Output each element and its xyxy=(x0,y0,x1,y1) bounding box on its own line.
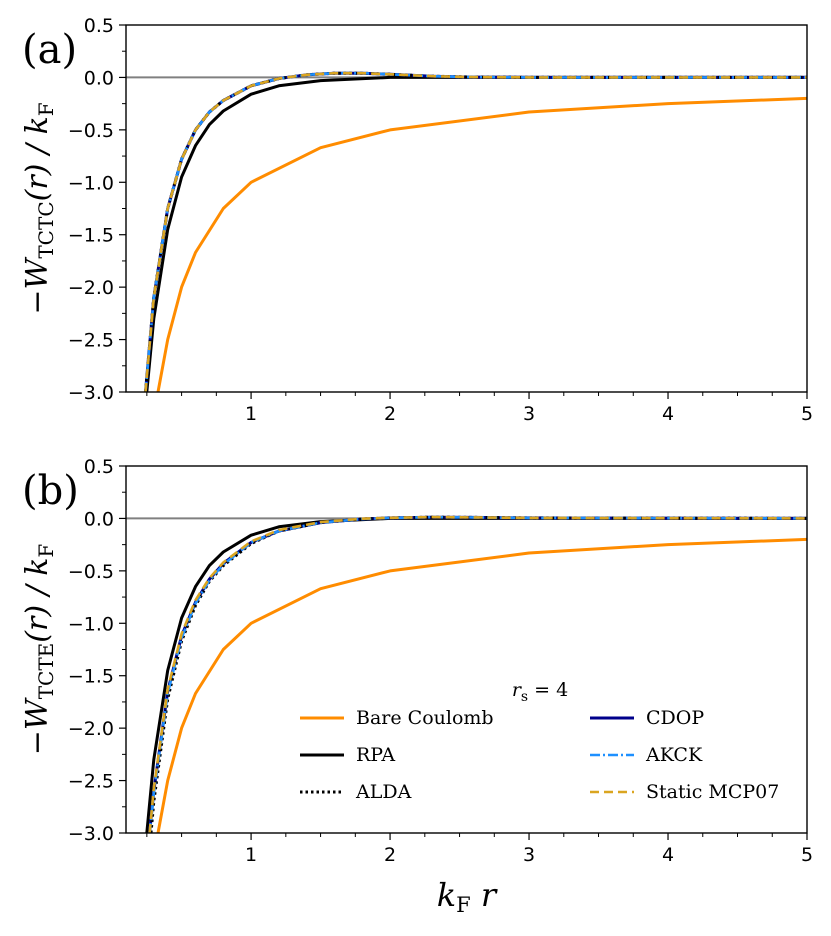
legend-label: CDOP xyxy=(646,707,704,729)
x-tick-label: 2 xyxy=(384,844,396,866)
y-tick-label: −1.5 xyxy=(68,225,114,247)
panel-a: 1 2 3 4 5 0.5 0.0 −0.5 −1.0 −1.5 −2.0 −2.5 −3.0 (a) −W… xyxy=(20,15,813,425)
y-tick-label: 0.5 xyxy=(84,456,114,478)
y-tick-label: −0.5 xyxy=(68,120,114,142)
legend-item-cdop: CDOP xyxy=(590,707,704,729)
y-tick-label: −3.0 xyxy=(68,823,114,845)
y-tick-label: −0.5 xyxy=(68,561,114,583)
series-cdop xyxy=(144,71,807,392)
x-tick-label: 1 xyxy=(245,844,257,866)
y-tick-label: −2.0 xyxy=(68,277,114,299)
legend-label: Static MCP07 xyxy=(646,781,779,803)
y-tick-label: −2.0 xyxy=(68,718,114,740)
panel-label: (a) xyxy=(22,27,77,73)
series-rpa xyxy=(145,75,807,392)
legend-item-rpa: RPA xyxy=(300,744,395,766)
x-tick-label: 4 xyxy=(662,403,674,425)
x-axis-label: kF r xyxy=(437,876,498,917)
y-tick-label: 0.0 xyxy=(84,508,114,530)
legend-label: AKCK xyxy=(645,744,703,766)
y-tick-label: −1.0 xyxy=(68,172,114,194)
x-tick-label: 2 xyxy=(384,403,396,425)
series-static-mcp07 xyxy=(148,515,807,833)
y-tick-label: −3.0 xyxy=(68,382,114,404)
x-tick-label: 5 xyxy=(801,844,813,866)
y-tick-label: −1.0 xyxy=(68,613,114,635)
x-tick-label: 1 xyxy=(245,403,257,425)
series-bare-coulomb xyxy=(156,96,807,392)
x-tick-label: 4 xyxy=(662,844,674,866)
legend-label: Bare Coulomb xyxy=(356,707,494,729)
panel-label: (b) xyxy=(22,468,79,514)
panel-b: 1 2 3 4 5 0.5 0.0 −0.5 −1.0 −1.5 −2.0 −2.5 −3.0 (b) −W… xyxy=(20,456,813,917)
legend-label: RPA xyxy=(356,744,395,766)
series-alda xyxy=(144,71,807,392)
legend-item-static-mcp07: Static MCP07 xyxy=(590,781,779,803)
series-static-mcp07 xyxy=(144,71,807,392)
y-tick-label: −2.5 xyxy=(68,771,114,793)
legend-item-alda: ALDA xyxy=(300,781,412,803)
plot-area xyxy=(144,71,807,392)
legend-label: ALDA xyxy=(355,781,412,803)
plot-area xyxy=(145,515,807,833)
y-tick-label: 0.5 xyxy=(84,15,114,37)
axes-frame xyxy=(125,24,808,393)
y-tick-label: −1.5 xyxy=(68,666,114,688)
y-tick-label: −2.5 xyxy=(68,330,114,352)
legend-title: rs = 4 xyxy=(512,679,568,705)
legend-item-akck: AKCK xyxy=(590,744,703,766)
legend: rs = 4 Bare Coulomb RPA ALDA CDOP AKCK Static … xyxy=(300,679,779,803)
axes-frame xyxy=(125,465,808,834)
y-axis-label: −WTCTC(r) / kF xyxy=(20,102,58,314)
y-axis-label: −WTCTE(r) / kF xyxy=(20,544,58,756)
x-tick-label: 5 xyxy=(801,403,813,425)
x-tick-label: 3 xyxy=(523,403,535,425)
x-tick-label: 3 xyxy=(523,844,535,866)
y-tick-label: 0.0 xyxy=(84,67,114,89)
series-akck xyxy=(144,71,807,392)
legend-item-bare-coulomb: Bare Coulomb xyxy=(300,707,494,729)
series-bare-coulomb xyxy=(156,537,807,833)
